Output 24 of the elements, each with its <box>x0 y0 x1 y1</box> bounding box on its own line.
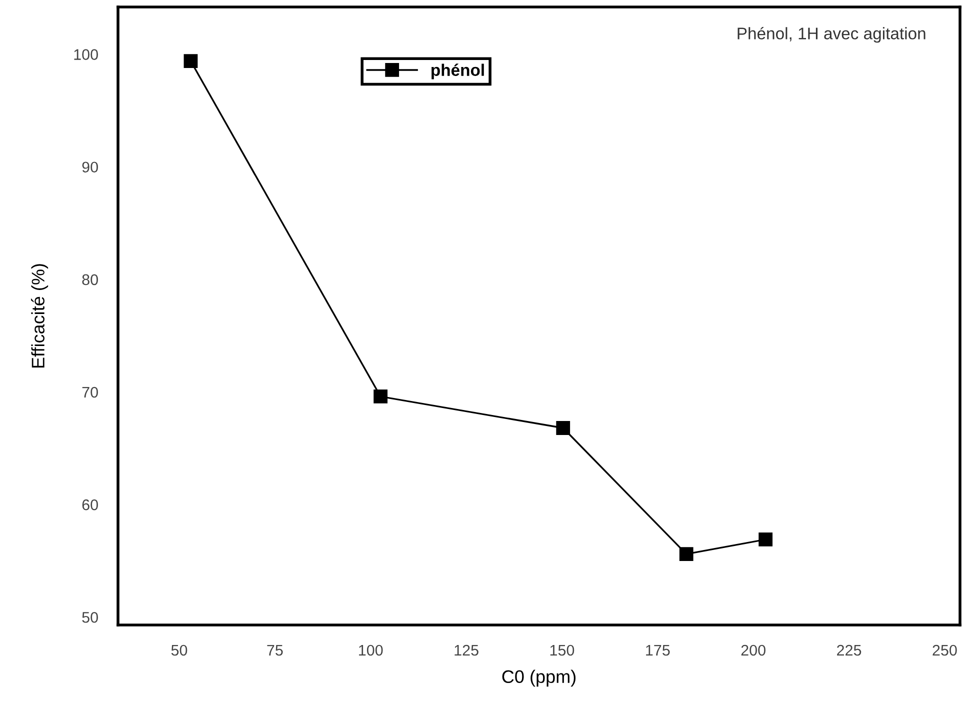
point <box>679 547 694 562</box>
x-tick-label: 200 <box>741 644 766 656</box>
x-tick-label: 225 <box>837 644 862 656</box>
x-tick-label: 250 <box>932 644 957 656</box>
y-axis-title: Efficacité (%) <box>31 264 48 368</box>
point <box>556 421 570 435</box>
annotation: Phénol, 1H avec agitation <box>738 26 926 43</box>
point <box>184 54 198 68</box>
x-tick-label: 75 <box>267 645 283 656</box>
y-tick-label: 100 <box>74 49 98 60</box>
y-tick-label: 60 <box>82 499 98 510</box>
x-tick-label: 125 <box>454 644 478 656</box>
y-tick-label: 70 <box>82 386 98 398</box>
x-tick-label: 175 <box>646 645 670 656</box>
x-axis-title: C0 (ppm) <box>502 670 576 687</box>
x-tick-label: 100 <box>359 644 383 656</box>
y-tick-label: 80 <box>82 274 98 286</box>
y-tick-label: 50 <box>82 612 98 623</box>
x-tick-label: 50 <box>171 644 188 656</box>
x-tick-label: 150 <box>550 644 574 656</box>
legend-label: phénol <box>432 64 484 80</box>
point <box>374 390 388 404</box>
point <box>758 532 773 546</box>
y-tick-label: 90 <box>82 162 98 173</box>
